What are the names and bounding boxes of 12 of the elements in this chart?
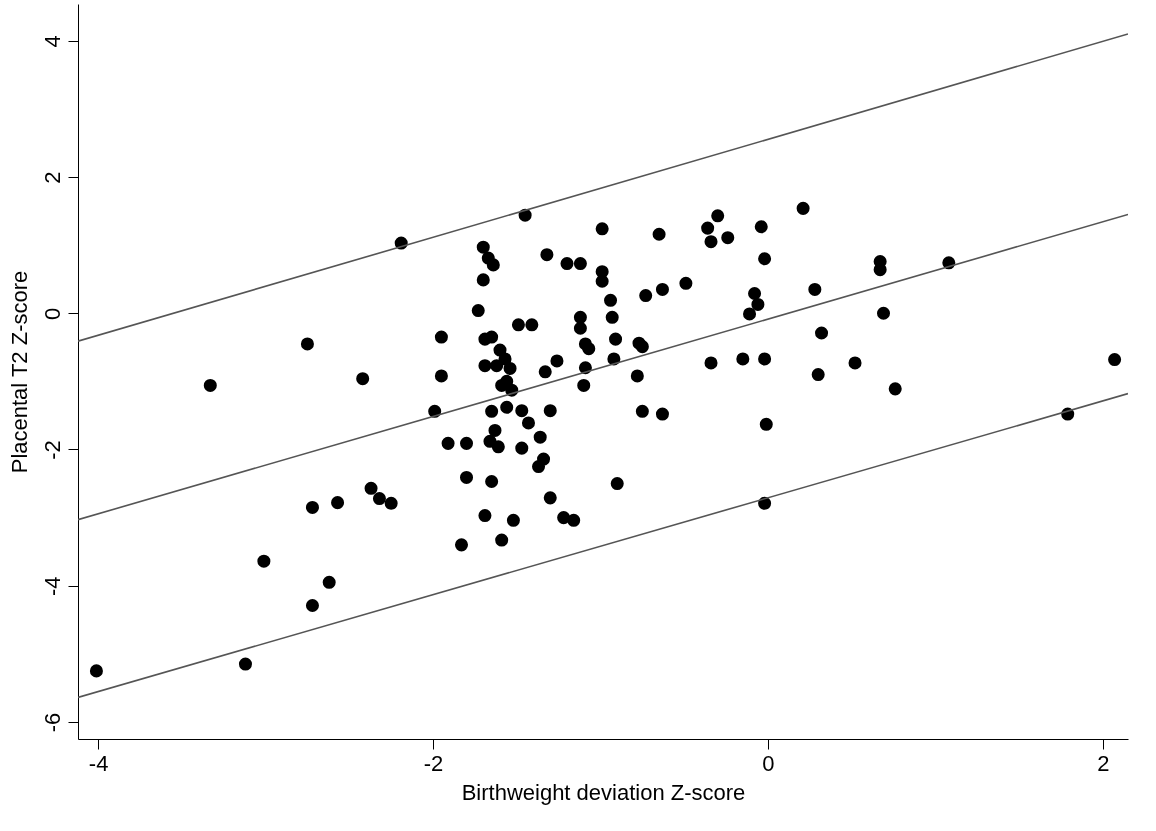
x-tick-label: 0 [762,750,775,776]
x-axis-title: Birthweight deviation Z-score [461,779,746,805]
y-tick-label: -2 [39,440,65,460]
x-tick-label: -2 [423,750,444,776]
x-tick-label: -4 [88,750,109,776]
y-tick-label: 4 [39,35,65,48]
y-axis-title: Placental T2 Z-score [6,270,32,474]
y-tick-label: -4 [39,576,65,597]
y-tick-label: -6 [39,712,65,733]
y-tick-label: 0 [39,307,65,320]
y-tick-label: 2 [39,171,65,184]
x-tick-label: 2 [1097,750,1110,776]
